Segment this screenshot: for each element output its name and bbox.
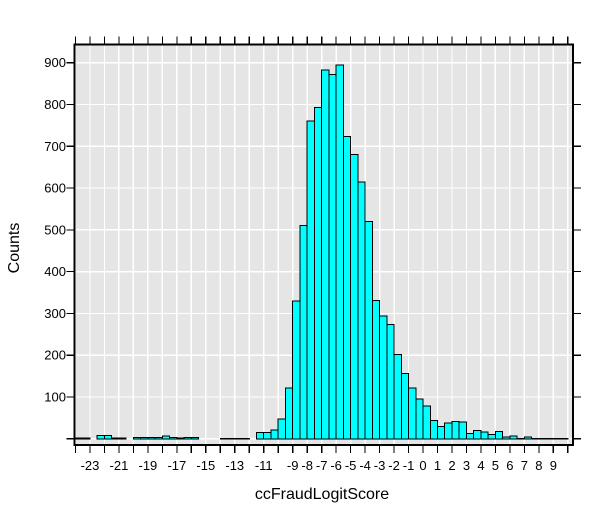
histogram-bar bbox=[154, 437, 163, 440]
x-tick-label: 8 bbox=[535, 458, 542, 473]
histogram-bar bbox=[494, 431, 504, 440]
y-tick-label: 700 bbox=[44, 139, 66, 154]
histogram-bar bbox=[103, 434, 113, 440]
x-tick-label: 0 bbox=[419, 458, 426, 473]
y-axis-title: Counts bbox=[6, 222, 23, 274]
histogram-bars bbox=[75, 64, 569, 440]
x-tick-label: -3 bbox=[374, 458, 386, 473]
histogram-bar bbox=[393, 353, 402, 440]
histogram-bar bbox=[473, 429, 482, 440]
histogram-bar bbox=[169, 437, 178, 440]
histogram-bar bbox=[335, 64, 344, 440]
x-tick-label: 7 bbox=[521, 458, 528, 473]
histogram-bar bbox=[118, 437, 127, 440]
histogram-bar bbox=[132, 437, 142, 440]
y-tick-label: 600 bbox=[44, 181, 66, 196]
histogram-bar bbox=[364, 221, 373, 440]
histogram-bar bbox=[256, 432, 265, 440]
x-tick-label: -5 bbox=[345, 458, 357, 473]
y-tick-label: 400 bbox=[44, 264, 66, 279]
histogram-bar bbox=[408, 387, 417, 440]
histogram-bar bbox=[480, 431, 489, 440]
histogram-bar bbox=[371, 299, 381, 440]
x-tick-label: 4 bbox=[477, 458, 484, 473]
x-tick-label: -9 bbox=[287, 458, 299, 473]
histogram-bar bbox=[270, 429, 279, 440]
histogram-bar bbox=[342, 136, 352, 440]
histogram-bar bbox=[111, 437, 120, 440]
x-tick-label: 9 bbox=[550, 458, 557, 473]
histogram-bar bbox=[400, 373, 410, 440]
histogram-bar bbox=[379, 315, 388, 440]
y-tick-label: 300 bbox=[44, 306, 66, 321]
histogram-bar bbox=[147, 437, 156, 440]
x-tick-label: -7 bbox=[316, 458, 328, 473]
histogram-bar bbox=[465, 432, 475, 440]
histogram-bar bbox=[140, 437, 149, 440]
histogram-bar bbox=[176, 437, 185, 440]
x-tick-label: 6 bbox=[506, 458, 513, 473]
histogram-bar bbox=[263, 432, 272, 440]
y-tick-label: 900 bbox=[44, 55, 66, 70]
histogram-bar bbox=[415, 398, 424, 440]
histogram-bar bbox=[284, 387, 294, 440]
histogram-bar bbox=[487, 434, 496, 440]
panel-border bbox=[73, 43, 574, 446]
histogram-bar bbox=[183, 437, 192, 440]
x-tick-label: -23 bbox=[81, 458, 100, 473]
histogram-bar bbox=[502, 436, 511, 440]
x-tick-label: 3 bbox=[463, 458, 470, 473]
histogram-bar bbox=[451, 421, 460, 440]
histogram-bar bbox=[509, 435, 518, 440]
histogram-bar bbox=[82, 437, 91, 440]
histogram-bar bbox=[299, 225, 308, 440]
x-tick-label: -15 bbox=[196, 458, 215, 473]
histogram-bar bbox=[444, 422, 453, 440]
x-tick-label: -13 bbox=[225, 458, 244, 473]
histogram-bar bbox=[306, 120, 315, 440]
histogram-bar bbox=[422, 405, 431, 440]
histogram-bar bbox=[161, 435, 171, 440]
histogram-bar bbox=[350, 154, 359, 440]
histogram-bar bbox=[328, 73, 337, 440]
x-tick-label: -1 bbox=[403, 458, 415, 473]
histogram-bar bbox=[75, 437, 84, 440]
y-tick-label: 200 bbox=[44, 348, 66, 363]
histogram-bar bbox=[386, 324, 395, 440]
histogram-bar bbox=[437, 426, 446, 440]
x-tick-label: -11 bbox=[255, 458, 273, 473]
x-tick-label: 1 bbox=[434, 458, 441, 473]
y-tick-label: 100 bbox=[44, 390, 66, 405]
y-tick-label: 800 bbox=[44, 97, 66, 112]
x-tick-label: -6 bbox=[330, 458, 342, 473]
histogram-bar bbox=[313, 106, 323, 440]
x-tick-label: -2 bbox=[388, 458, 400, 473]
histogram-bar bbox=[190, 437, 200, 440]
x-tick-label: 5 bbox=[492, 458, 499, 473]
x-tick-label: -4 bbox=[359, 458, 371, 473]
histogram-bar bbox=[357, 181, 366, 440]
x-tick-label: -19 bbox=[139, 458, 158, 473]
histogram-bar bbox=[96, 434, 105, 440]
x-tick-label: -17 bbox=[167, 458, 186, 473]
y-tick-label: 500 bbox=[44, 222, 66, 237]
histogram-bar bbox=[429, 419, 439, 440]
histogram-bar bbox=[277, 418, 286, 440]
tick-labels: -23 -21 -19 -17 -15 -13 -11 -9 -8 -7 -6 -5 -4 -3 -2 -1 0… bbox=[44, 55, 557, 473]
histogram-bar bbox=[292, 300, 301, 440]
axis-ticks bbox=[66, 36, 581, 453]
x-axis-title: ccFraudLogitScore bbox=[254, 486, 390, 503]
histogram-bar bbox=[321, 69, 330, 440]
histogram-bar bbox=[458, 421, 467, 440]
x-tick-label: -8 bbox=[301, 458, 313, 473]
x-tick-label: 2 bbox=[448, 458, 455, 473]
x-tick-label: -21 bbox=[110, 458, 129, 473]
histogram-bar bbox=[523, 436, 533, 440]
